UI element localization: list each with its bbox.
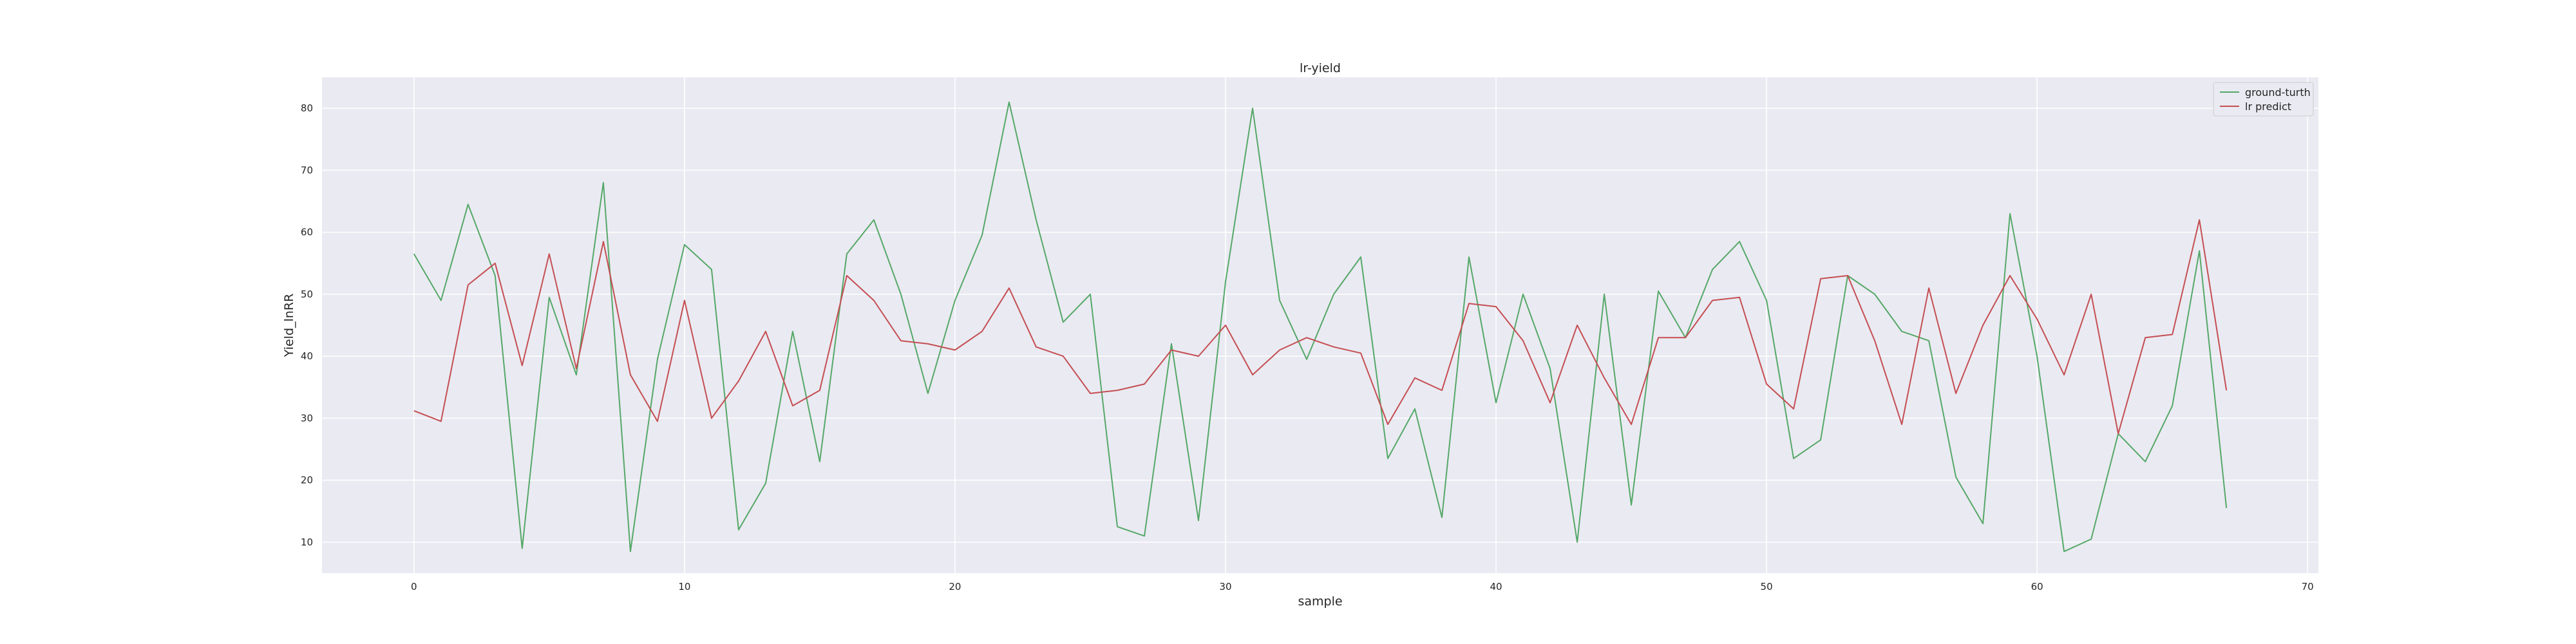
legend: ground-turth lr predict [2213,82,2314,117]
x-tick-label: 40 [1490,581,1502,592]
x-tick-label: 20 [949,581,961,592]
y-tick-label: 20 [301,475,313,486]
x-tick-label: 50 [1761,581,1773,592]
x-tick-label: 60 [2031,581,2043,592]
legend-label-lr-predict: lr predict [2245,100,2291,113]
y-axis-ticks: 10 20 30 40 50 60 70 80 [301,102,313,548]
y-tick-label: 50 [301,289,313,300]
series-layer [413,101,2228,553]
x-axis-label: sample [1298,594,1342,609]
y-tick-label: 80 [301,102,313,114]
legend-label-ground-turth: ground-turth [2245,86,2311,99]
series-line-ground-turth [413,101,2228,553]
grid [322,77,2318,573]
x-tick-label: 70 [2302,581,2314,592]
y-axis-label: Yield_lnRR [282,294,296,357]
x-tick-label: 30 [1219,581,1231,592]
chart-title: lr-yield [1300,61,1341,75]
y-tick-label: 10 [301,536,313,548]
x-tick-label: 10 [678,581,690,592]
y-tick-label: 30 [301,412,313,424]
series-line-lr-predict [413,219,2228,435]
x-tick-label: 0 [411,581,417,592]
legend-box [2213,82,2314,117]
y-tick-label: 40 [301,350,313,362]
y-tick-label: 60 [301,227,313,238]
x-axis-ticks: 0 10 20 30 40 50 60 70 [411,581,2314,592]
y-tick-label: 70 [301,164,313,176]
